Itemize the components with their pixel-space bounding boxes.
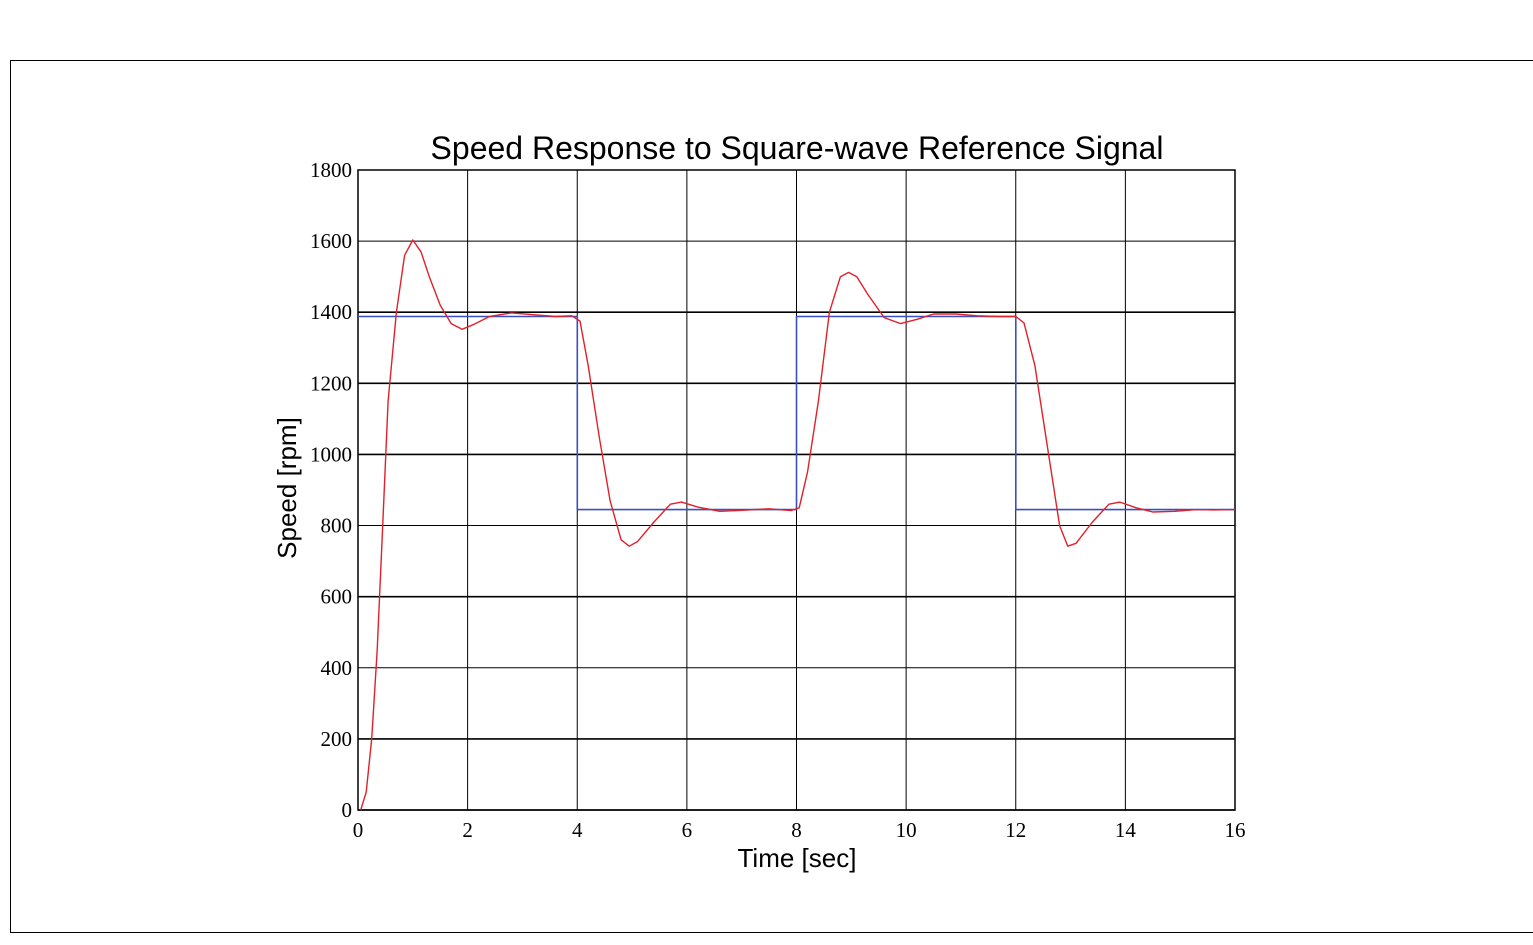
x-tick-label: 0 [353, 818, 364, 842]
plot-area-border [357, 169, 1236, 811]
y-tick-label: 1800 [310, 158, 352, 182]
y-tick-label: 1200 [310, 371, 352, 395]
reference-signal-line [358, 315, 1235, 511]
x-tick-label: 6 [682, 818, 693, 842]
y-axis-label: Speed [rpm] [272, 417, 302, 559]
x-tick-label: 8 [791, 818, 802, 842]
y-tick-label: 600 [321, 585, 353, 609]
y-tick-label: 800 [321, 514, 353, 538]
x-tick-label: 14 [1115, 818, 1137, 842]
y-tick-label: 1600 [310, 229, 352, 253]
y-tick-label: 400 [321, 656, 353, 680]
y-tick-label: 1000 [310, 442, 352, 466]
x-tick-label: 10 [896, 818, 917, 842]
x-tick-label: 2 [462, 818, 473, 842]
y-tick-label: 0 [342, 798, 353, 822]
x-axis-label: Time [sec] [738, 843, 857, 873]
y-tick-labels: 0 200 400 600 800 1000 1200 1400 1600 1800 [310, 158, 352, 822]
y-tick-label: 1400 [310, 300, 352, 324]
chart-frame [10, 60, 1533, 933]
speed-response-line [360, 239, 1236, 811]
y-tick-label: 200 [321, 727, 353, 751]
x-tick-label: 16 [1225, 818, 1246, 842]
x-tick-label: 12 [1005, 818, 1026, 842]
chart-title: Speed Response to Square-wave Reference … [431, 130, 1164, 166]
series-group [358, 239, 1236, 811]
x-tick-labels: 0 2 4 6 8 10 12 14 16 [353, 818, 1246, 842]
x-tick-label: 4 [572, 818, 583, 842]
